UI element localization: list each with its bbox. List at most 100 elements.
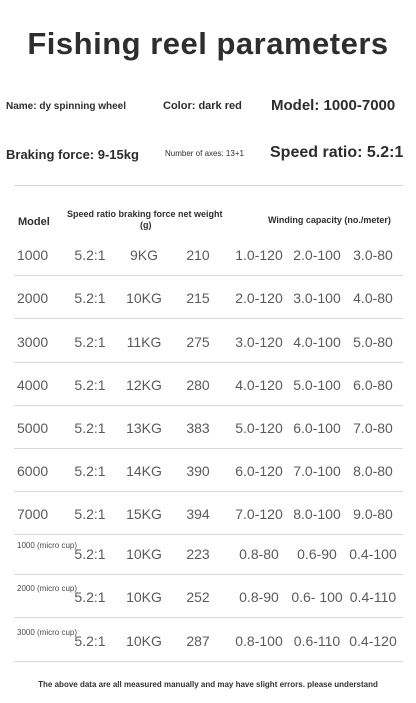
cell-braking-force: 10KG [126,589,162,605]
cell-winding-1: 6.0-120 [235,463,283,479]
table-row: 2000 5.2:1 10KG 215 2.0-120 3.0-100 4.0-80 [0,277,416,319]
cell-model: 4000 [17,377,49,393]
cell-winding-2: 2.0-100 [293,247,341,263]
table-row: 2000 (micro cup) 5.2:1 10KG 252 0.8-90 0.6- 1… [0,576,416,618]
cell-winding-3: 0.4-100 [349,546,397,562]
row-divider [14,534,403,535]
cell-speed-ratio: 5.2:1 [74,247,106,263]
table-row: 7000 5.2:1 15KG 394 7.0-120 8.0-100 9.0-80 [0,493,416,535]
cell-braking-force: 10KG [126,546,162,562]
header-divider [14,185,403,186]
row-divider [14,405,403,406]
cell-net-weight: 252 [186,589,210,605]
cell-winding-3: 6.0-80 [353,377,393,393]
cell-speed-ratio: 5.2:1 [74,420,106,436]
cell-braking-force: 9KG [129,247,158,263]
cell-speed-ratio: 5.2:1 [74,334,106,350]
cell-braking-force: 13KG [126,420,162,436]
cell-braking-force: 10KG [126,633,162,649]
row-divider [14,318,403,319]
cell-winding-1: 5.0-120 [235,420,283,436]
table-row: 1000 (micro cup) 5.2:1 10KG 223 0.8-80 0.6-90… [0,533,416,575]
cell-model: 1000 (micro cup) [17,541,78,550]
table-row: 4000 5.2:1 12KG 280 4.0-120 5.0-100 6.0-80 [0,364,416,406]
cell-speed-ratio: 5.2:1 [74,589,106,605]
cell-winding-3: 0.4-110 [349,589,397,605]
spec-speed-ratio: Speed ratio: 5.2:1 [270,144,404,161]
cell-winding-1: 0.8-90 [239,589,279,605]
cell-speed-ratio: 5.2:1 [74,463,106,479]
cell-model: 2000 [17,290,49,306]
cell-winding-2: 8.0-100 [293,506,341,522]
cell-winding-2: 0.6-90 [297,546,337,562]
cell-winding-1: 0.8-100 [235,633,283,649]
cell-winding-1: 7.0-120 [235,506,283,522]
cell-net-weight: 287 [186,633,210,649]
cell-speed-ratio: 5.2:1 [74,546,106,562]
cell-winding-1: 4.0-120 [235,377,283,393]
cell-winding-3: 0.4-120 [349,633,397,649]
row-divider [14,448,403,449]
cell-winding-3: 7.0-80 [353,420,393,436]
cell-net-weight: 394 [186,506,210,522]
cell-braking-force: 12KG [126,377,162,393]
cell-winding-3: 9.0-80 [353,506,393,522]
cell-winding-2: 6.0-100 [293,420,341,436]
spec-color: Color: dark red [163,100,242,112]
cell-model: 3000 [17,334,49,350]
cell-winding-2: 3.0-100 [293,290,341,306]
row-divider [14,362,403,363]
cell-winding-3: 4.0-80 [353,290,393,306]
cell-winding-1: 2.0-120 [235,290,283,306]
spec-name: Name: dy spinning wheel [6,101,127,112]
cell-speed-ratio: 5.2:1 [74,290,106,306]
table-row: 3000 (micro cup) 5.2:1 10KG 287 0.8-100 0.6-1… [0,620,416,662]
cell-speed-ratio: 5.2:1 [74,633,106,649]
cell-model: 3000 (micro cup) [17,628,78,637]
cell-winding-1: 1.0-120 [235,247,283,263]
cell-net-weight: 280 [186,377,210,393]
cell-braking-force: 15KG [126,506,162,522]
cell-winding-3: 3.0-80 [353,247,393,263]
cell-winding-1: 3.0-120 [235,334,283,350]
cell-net-weight: 275 [186,334,210,350]
cell-model: 1000 [17,247,49,263]
cell-braking-force: 10KG [126,290,162,306]
cell-model: 6000 [17,463,49,479]
cell-model: 7000 [17,506,49,522]
cell-winding-2: 0.6-110 [293,633,341,649]
table-row: 1000 5.2:1 9KG 210 1.0-120 2.0-100 3.0-80 [0,234,416,276]
cell-winding-2: 4.0-100 [293,334,341,350]
footnote: The above data are all measured manually… [38,680,378,689]
table-row: 6000 5.2:1 14KG 390 6.0-120 7.0-100 8.0-80 [0,450,416,492]
cell-winding-2: 0.6- 100 [291,589,343,605]
cell-net-weight: 210 [186,247,210,263]
cell-braking-force: 14KG [126,463,162,479]
cell-speed-ratio: 5.2:1 [74,506,106,522]
cell-net-weight: 390 [186,463,210,479]
cell-braking-force: 11KG [126,334,162,350]
spec-model-range: Model: 1000-7000 [271,97,396,114]
cell-winding-2: 7.0-100 [293,463,341,479]
cell-winding-1: 0.8-80 [239,546,279,562]
col-header-middle: Speed ratio braking force net weight [67,209,223,219]
cell-speed-ratio: 5.2:1 [74,377,106,393]
cell-winding-3: 8.0-80 [353,463,393,479]
row-divider [14,491,403,492]
table-row: 5000 5.2:1 13KG 383 5.0-120 6.0-100 7.0-80 [0,407,416,449]
row-divider [14,574,403,575]
cell-model: 5000 [17,420,49,436]
row-divider [14,661,403,662]
cell-model: 2000 (micro cup) [17,584,78,593]
col-header-weight-unit: (g) [140,220,152,230]
cell-net-weight: 383 [186,420,210,436]
row-divider [14,275,403,276]
spec-braking-force: Braking force: 9-15kg [6,147,139,162]
table-row: 3000 5.2:1 11KG 275 3.0-120 4.0-100 5.0-80 [0,321,416,363]
cell-net-weight: 215 [186,290,210,306]
col-header-winding: Winding capacity (no./meter) [268,215,391,225]
cell-winding-2: 5.0-100 [293,377,341,393]
spec-axes: Number of axes: 13+1 [165,149,244,158]
page-title: Fishing reel parameters [27,26,389,61]
row-divider [14,617,403,618]
